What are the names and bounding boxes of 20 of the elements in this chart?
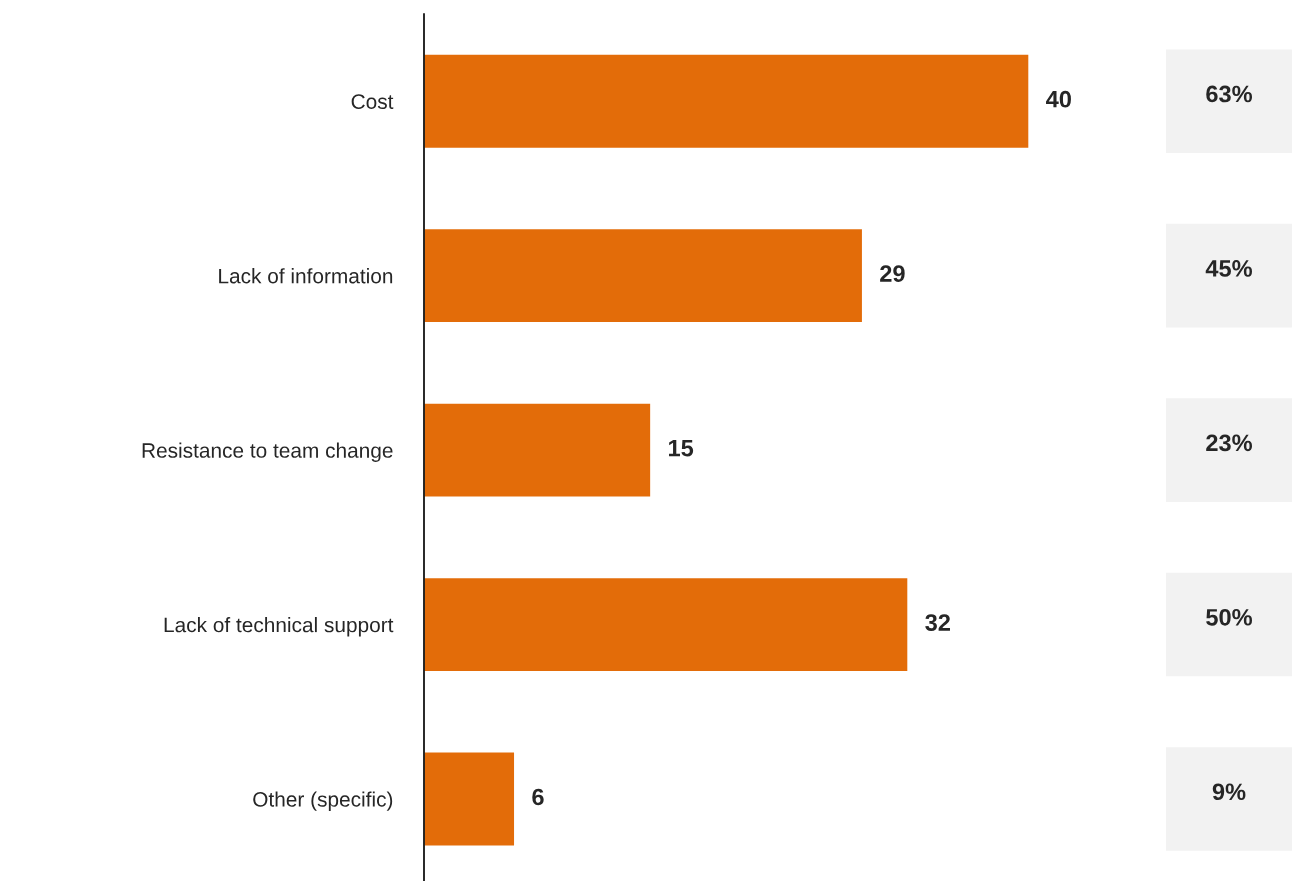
text: 50% xyxy=(1206,608,1253,626)
y-tick-label: Cost xyxy=(351,94,394,109)
text: 63% xyxy=(1206,85,1253,103)
text: 23% xyxy=(1206,434,1253,452)
data-label: 40 xyxy=(1046,90,1071,108)
bar xyxy=(424,576,909,673)
y-tick-label: Lack of technical support xyxy=(164,617,394,637)
bar xyxy=(424,227,864,324)
text: 9% xyxy=(1212,783,1246,801)
bar xyxy=(424,402,652,498)
text: 45% xyxy=(1205,260,1253,277)
bar xyxy=(424,751,516,847)
y-tick-label: Lack of information xyxy=(219,268,393,284)
data-label: 6 xyxy=(532,788,544,806)
y-tick-label: Other (specific) xyxy=(253,791,393,811)
data-label: 29 xyxy=(880,265,905,283)
y-tick-label: Resistance to team change xyxy=(142,442,393,462)
data-label: 15 xyxy=(669,439,694,457)
data-label: 32 xyxy=(925,614,950,631)
bar xyxy=(424,53,1030,150)
